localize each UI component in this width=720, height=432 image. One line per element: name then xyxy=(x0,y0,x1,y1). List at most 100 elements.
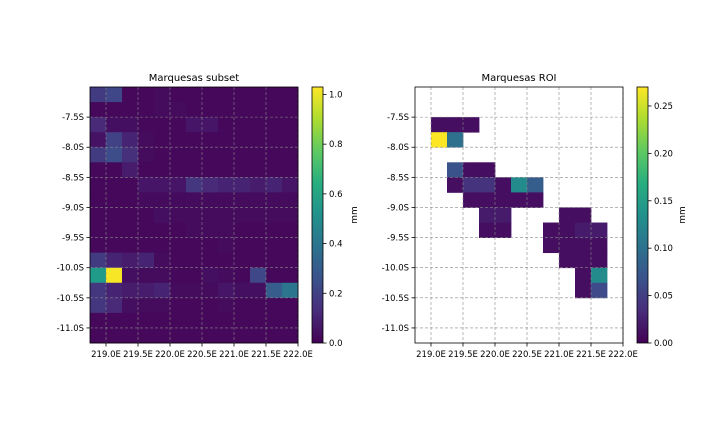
heatmap-cell xyxy=(122,267,139,284)
heatmap-cell xyxy=(186,207,203,223)
heatmap-cell xyxy=(250,267,267,284)
y-tick-label: -11.0S xyxy=(382,324,409,334)
heatmap-cell xyxy=(202,207,219,223)
heatmap-cell xyxy=(90,267,107,284)
heatmap-cell xyxy=(218,222,235,238)
heatmap-cell xyxy=(463,162,480,178)
heatmap-cell xyxy=(495,177,512,193)
heatmap-cell xyxy=(138,192,155,208)
heatmap-cell xyxy=(122,312,139,329)
heatmap-cell xyxy=(186,102,203,118)
heatmap-cell xyxy=(218,102,235,118)
heatmap-cell xyxy=(170,147,187,163)
heatmap-cell xyxy=(282,147,299,163)
heatmap-cell xyxy=(138,282,155,299)
heatmap-cell xyxy=(170,312,187,329)
heatmap-cell xyxy=(170,222,187,238)
heatmap-cell xyxy=(90,297,107,314)
heatmap-cell xyxy=(266,237,283,254)
y-tick-label: -7.5S xyxy=(387,113,409,123)
y-axis-ticks: -7.5S -8.0S -8.5S -9.0S -9.5S -10.0S -10.5S -11… xyxy=(57,113,90,334)
heatmap-cell xyxy=(90,162,107,178)
colorbar-tick-label: 0.0 xyxy=(329,339,343,349)
heatmap-cell xyxy=(202,117,219,133)
heatmap-cell xyxy=(431,132,448,148)
y-tick-label: -10.5S xyxy=(57,294,84,304)
heatmap-cell xyxy=(575,267,592,284)
gridlines xyxy=(90,87,299,343)
heatmap-cell xyxy=(250,177,267,193)
heatmap-cell xyxy=(106,87,123,103)
heatmap-cell xyxy=(186,222,203,238)
heatmap-cell xyxy=(234,327,251,344)
heatmap-cell xyxy=(90,222,107,238)
colorbar-tick-label: 0.20 xyxy=(654,149,673,159)
heatmap-cell xyxy=(250,117,267,133)
heatmap-cell xyxy=(122,147,139,163)
heatmap-cell xyxy=(154,282,171,299)
heatmap-cell xyxy=(266,267,283,284)
heatmap-cell xyxy=(266,282,283,299)
heatmap-cell xyxy=(122,207,139,223)
colorbar-tick-label: 1.0 xyxy=(329,90,343,100)
colorbar xyxy=(311,86,324,344)
heatmap-cell xyxy=(138,327,155,344)
heatmap-cell xyxy=(122,117,139,133)
heatmap-cell xyxy=(250,222,267,238)
heatmap-cell xyxy=(266,297,283,314)
x-tick-label: 222.0E xyxy=(283,350,313,360)
x-tick-label: 220.0E xyxy=(155,350,185,360)
heatmap-cell xyxy=(186,132,203,148)
heatmap-cell xyxy=(250,192,267,208)
heatmap-cell xyxy=(186,147,203,163)
heatmap-cell xyxy=(575,252,592,269)
heatmap-cell xyxy=(282,297,299,314)
heatmap-cell xyxy=(234,147,251,163)
heatmap-cell xyxy=(138,252,155,269)
heatmap-cell xyxy=(106,207,123,223)
heatmap-cell xyxy=(122,132,139,148)
heatmap-cell xyxy=(282,192,299,208)
y-tick-label: -10.0S xyxy=(382,264,409,274)
heatmap-cell xyxy=(543,237,560,254)
heatmap-cell xyxy=(154,147,171,163)
heatmap-cell xyxy=(186,87,203,103)
heatmap-cell xyxy=(202,327,219,344)
heatmap-cell xyxy=(90,237,107,254)
heatmap-cell xyxy=(234,177,251,193)
y-tick-label: -10.0S xyxy=(57,264,84,274)
heatmap-cell xyxy=(234,132,251,148)
heatmap-cell xyxy=(282,267,299,284)
colorbar-tick-label: 0.10 xyxy=(654,244,673,254)
heatmap-cell xyxy=(186,117,203,133)
colorbar-ticks: 0.0 0.2 0.4 0.6 0.8 1.0 xyxy=(323,90,343,349)
colorbar-tick-label: 0.15 xyxy=(654,197,673,207)
heatmap-cell xyxy=(218,207,235,223)
heatmap-cell xyxy=(266,192,283,208)
heatmap-cell xyxy=(90,87,107,103)
heatmap-cell xyxy=(218,267,235,284)
heatmap-cell xyxy=(447,132,464,148)
heatmap-cell xyxy=(282,102,299,118)
heatmap-cell xyxy=(138,222,155,238)
heatmap-cell xyxy=(282,282,299,299)
colorbar-tick-label: 0.25 xyxy=(654,102,673,112)
heatmap-cell xyxy=(250,312,267,329)
heatmap-cell xyxy=(154,132,171,148)
heatmap-cell xyxy=(122,102,139,118)
heatmap-cell xyxy=(106,327,123,344)
heatmap-cell xyxy=(447,177,464,193)
colorbar-ticks: 0.00 0.05 0.10 0.15 0.20 0.25 xyxy=(648,102,673,349)
heatmap-cell xyxy=(234,237,251,254)
y-tick-label: -9.5S xyxy=(387,234,409,244)
heatmap-cell xyxy=(250,282,267,299)
heatmap-cell xyxy=(154,162,171,178)
heatmap-cell xyxy=(511,177,528,193)
heatmap-cell xyxy=(122,282,139,299)
heatmap-cell xyxy=(202,162,219,178)
heatmap-cell xyxy=(559,237,576,254)
y-tick-label: -10.5S xyxy=(382,294,409,304)
y-tick-label: -9.0S xyxy=(387,203,409,213)
heatmap-cell xyxy=(234,102,251,118)
heatmap-cell xyxy=(170,267,187,284)
